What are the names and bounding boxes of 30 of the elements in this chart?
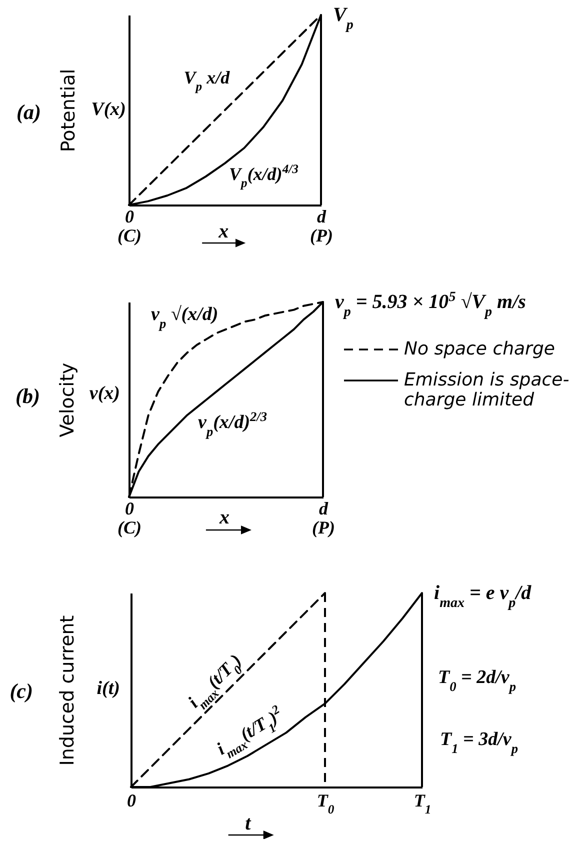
x-axis-title: x — [218, 506, 230, 528]
legend-label: Emission is space-charge limited — [404, 370, 570, 410]
legend-label: No space charge — [404, 338, 555, 360]
text: (b) — [16, 384, 40, 408]
text: (a) — [16, 100, 41, 124]
series-label: V$_{p}$(x/d)$^{4/3}$ — [229, 162, 298, 190]
text: T$_{1}$ = 3d/v$_{p}$ — [440, 729, 518, 756]
text: V(x) — [91, 99, 126, 120]
x-tick-label: d (P) — [310, 206, 333, 246]
series-label: V$_{p}$ x/d — [184, 68, 231, 94]
text: (c) — [10, 679, 33, 703]
x-tick-label: T$_{0}$ — [316, 790, 335, 816]
text: v(x) — [89, 383, 120, 404]
text: T$_{0}$ = 2d/v$_{p}$ — [438, 667, 516, 694]
x-tick-label: d (P) — [312, 498, 335, 538]
text: i(t) — [96, 678, 120, 699]
annotation: V$_{p}$ — [333, 4, 354, 32]
x-tick-label: 0 (C) — [118, 206, 142, 246]
x-axis-title: x — [218, 220, 229, 242]
x-tick-label: 0 — [127, 790, 136, 810]
x-axis-title: t — [245, 812, 252, 834]
annotation: v$_{p}$ √(x/d) — [151, 304, 218, 330]
y-axis-title: Velocity — [56, 362, 78, 438]
annotation: i$_{max}$ = e v$_{p}$/d — [434, 582, 532, 610]
x-tick-label: 0 (C) — [118, 498, 142, 538]
annotation: v$_{p}$ = 5.93 × 10$^{5}$ √V$_{p}$ m/s — [335, 290, 526, 320]
y-axis-title: Potential — [58, 68, 80, 152]
x-tick-label: T$_{1}$ — [414, 790, 432, 816]
y-axis-title: Induced current — [56, 615, 78, 766]
annotation: v$_{p}$(x/d)$^{2/3}$ — [198, 408, 268, 438]
